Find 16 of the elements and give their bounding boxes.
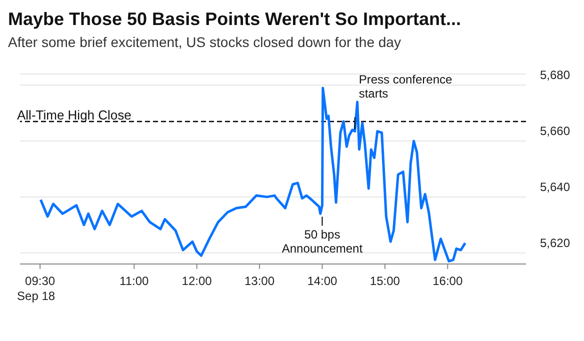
- x-tick-label: 11:00: [120, 274, 150, 288]
- annotation: Press conference starts: [358, 72, 453, 100]
- ref-line-label: All-Time High Close: [17, 108, 132, 123]
- chart-subtitle: After some brief excitement, US stocks closed down for the day: [8, 33, 402, 52]
- x-tick-label: 16:00: [432, 274, 463, 288]
- x-tick-label: 09:30 Sep 18: [17, 274, 56, 303]
- chart-title: Maybe Those 50 Basis Points Weren't So Important...: [8, 8, 462, 30]
- y-tick-label: 5,660: [540, 124, 570, 138]
- x-tick-label: 14:00: [307, 274, 338, 288]
- annotation: 50 bps Announcement: [282, 228, 364, 256]
- y-tick-label: 5,620: [540, 236, 570, 250]
- y-tick-label: 5,640: [540, 180, 570, 194]
- x-tick-label: 15:00: [370, 274, 400, 288]
- x-tick-label: 12:00: [182, 274, 212, 288]
- x-tick-label: 13:00: [244, 274, 275, 288]
- y-tick-label: 5,680: [540, 68, 570, 82]
